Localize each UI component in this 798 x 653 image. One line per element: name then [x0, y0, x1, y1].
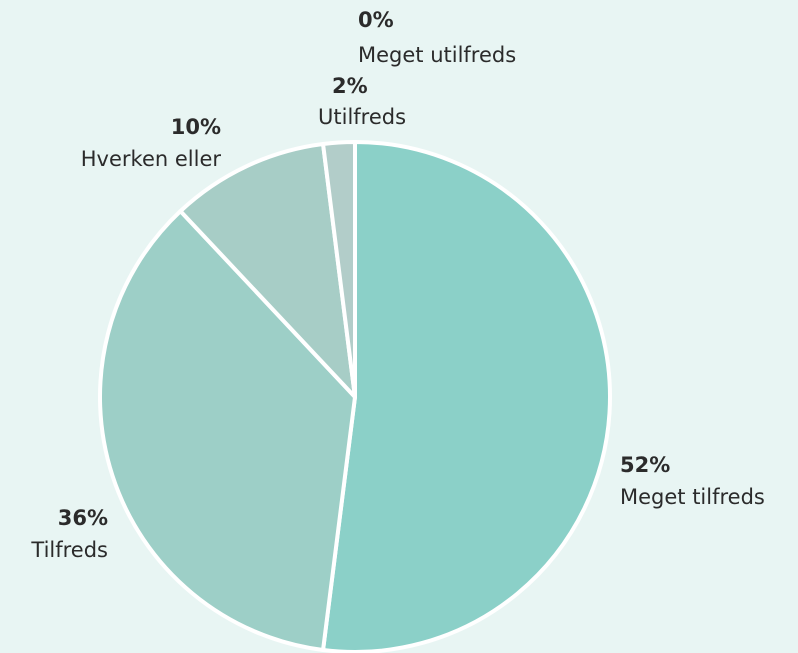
slice-value-label: 52% [620, 453, 670, 477]
slice-category-label: Meget utilfreds [358, 43, 516, 67]
slice-category-label: Meget tilfreds [620, 485, 765, 509]
slice-value-label: 10% [171, 115, 221, 139]
slice-value-label: 36% [58, 506, 108, 530]
slice-category-label: Hverken eller [81, 147, 222, 171]
pie-slice [98, 209, 357, 652]
pie-slice [321, 140, 612, 653]
pie-slice [178, 142, 357, 399]
slice-value-label: 0% [358, 8, 394, 32]
slice-value-label: 2% [332, 74, 368, 98]
slice-category-label: Utilfreds [318, 105, 406, 129]
slice-category-label: Tilfreds [30, 538, 108, 562]
